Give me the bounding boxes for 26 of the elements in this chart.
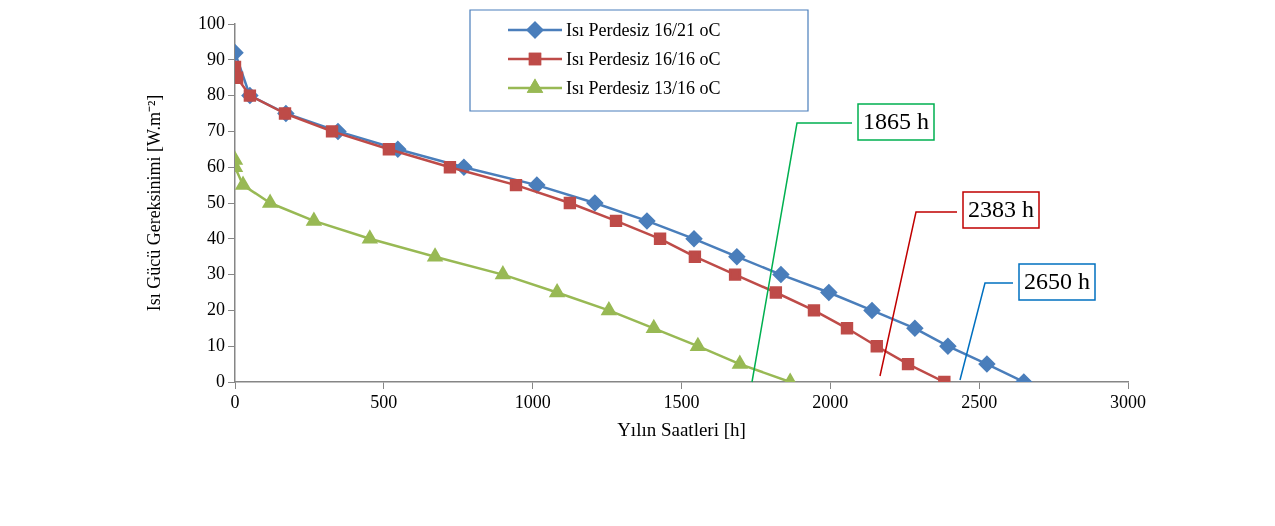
y-tick-label: 30	[207, 263, 225, 284]
x-tick-label: 2500	[961, 391, 998, 412]
annotation: 1865 h	[863, 108, 929, 135]
legend-label: Isı Perdesiz 13/16 oC	[566, 77, 721, 98]
y-tick-label: 50	[207, 191, 225, 212]
annotation: 2383 h	[968, 196, 1034, 223]
y-tick-label: 10	[207, 334, 225, 355]
y-tick-label: 40	[207, 227, 225, 248]
y-tick-label: 100	[198, 12, 225, 33]
x-tick-label: 3000	[1110, 391, 1146, 412]
annotation: 2650 h	[1024, 268, 1090, 295]
legend-label: Isı Perdesiz 16/16 oC	[566, 48, 721, 69]
y-tick-label: 60	[207, 155, 225, 176]
x-tick-label: 0	[230, 391, 240, 412]
y-tick-label: 80	[207, 84, 225, 105]
x-tick-label: 2000	[812, 391, 849, 412]
y-axis-title: Isı Gücü Gereksinimi [W.m⁻²]	[143, 94, 164, 312]
x-tick-label: 1000	[514, 391, 551, 412]
legend-label: Isı Perdesiz 16/21 oC	[566, 19, 721, 40]
x-axis-title: Yılın Saatleri [h]	[617, 418, 746, 440]
x-tick-label: 1500	[663, 391, 700, 412]
x-tick-label: 500	[370, 391, 398, 412]
y-tick-label: 0	[216, 370, 225, 391]
y-tick-label: 90	[207, 48, 225, 69]
y-tick-label: 20	[207, 299, 225, 320]
y-tick-label: 70	[207, 120, 225, 141]
